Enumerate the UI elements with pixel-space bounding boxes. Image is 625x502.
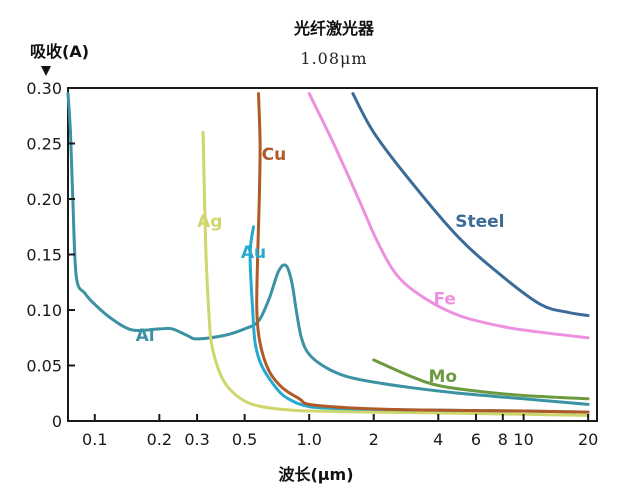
series-line-steel <box>351 92 590 317</box>
y-tick-label: 0.20 <box>26 190 62 209</box>
y-tick-label: 0.15 <box>26 246 62 265</box>
series-label-steel: Steel <box>455 212 504 232</box>
series-labels: Al Ag Au Cu Fe Steel Mo <box>136 145 505 387</box>
series-line-ag <box>201 130 590 417</box>
series-lines <box>66 92 590 417</box>
x-tick-label: 1.0 <box>296 430 321 449</box>
series-label-au: Au <box>241 243 266 263</box>
x-tick-label: 0.3 <box>184 430 209 449</box>
series-line-mo <box>372 358 590 401</box>
y-tick-label: 0.25 <box>26 135 62 154</box>
y-axis-marker-triangle-icon <box>41 66 51 76</box>
series-label-fe: Fe <box>433 289 455 309</box>
x-tick-label: 0.1 <box>82 430 107 449</box>
y-tick-label: 0.30 <box>26 79 62 98</box>
series-label-cu: Cu <box>262 145 287 165</box>
x-tick-label: 0.5 <box>232 430 257 449</box>
series-label-al: Al <box>136 326 155 346</box>
x-tick-label: 8 <box>498 430 508 449</box>
y-axis-ticks: 0 0.05 0.10 0.15 0.20 0.25 0.30 <box>26 79 75 431</box>
series-line-fe <box>307 92 590 340</box>
y-tick-label: 0.10 <box>26 301 62 320</box>
x-tick-label: 4 <box>433 430 443 449</box>
series-line-au <box>248 225 590 414</box>
x-axis-label: 波长(μm) <box>278 465 353 484</box>
series-label-mo: Mo <box>428 367 457 387</box>
x-tick-label: 20 <box>578 430 598 449</box>
x-tick-label: 10 <box>513 430 533 449</box>
series-label-ag: Ag <box>197 212 222 232</box>
y-tick-label: 0 <box>52 412 62 431</box>
x-tick-label: 6 <box>471 430 481 449</box>
x-tick-label: 2 <box>369 430 379 449</box>
y-axis-label: 吸收(A) <box>30 42 89 61</box>
x-tick-label: 0.2 <box>147 430 172 449</box>
y-tick-label: 0.05 <box>26 357 62 376</box>
series-line-cu <box>255 92 590 414</box>
x-axis-ticks: 0.1 0.2 0.3 0.5 1.0 2 4 6 8 10 20 <box>82 414 598 449</box>
chart-subtitle: 1.08μm <box>300 49 367 68</box>
series-line-al <box>66 92 590 406</box>
chart-title: 光纤激光器 <box>293 19 375 38</box>
